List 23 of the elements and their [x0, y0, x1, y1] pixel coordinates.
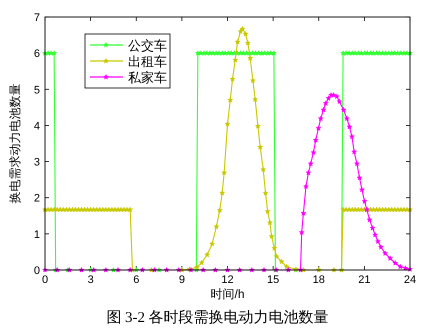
- x-tick-label: 3: [88, 274, 94, 286]
- y-tick-label: 4: [34, 120, 40, 132]
- y-axis-title: 换电需求动力电池数量: [8, 84, 22, 204]
- x-tick-label: 18: [312, 274, 325, 286]
- text: 图 3-2 各时段需换电动力电池数量: [106, 309, 329, 326]
- x-tick-label: 21: [358, 274, 370, 286]
- x-tick-label: 9: [178, 274, 185, 286]
- y-tick-label: 5: [34, 84, 40, 96]
- y-tick-label: 0: [34, 265, 40, 277]
- x-tick-label: 12: [221, 274, 234, 286]
- legend-label: 公交车: [128, 38, 167, 53]
- y-tick-label: 1: [34, 228, 40, 241]
- x-axis-title: 时间/h: [210, 287, 245, 301]
- x-tick-label: 15: [267, 274, 280, 286]
- legend-label: 私家车: [128, 70, 167, 85]
- x-tick-label: 0: [42, 274, 48, 286]
- y-tick-label: 7: [34, 12, 40, 24]
- y-tick-label: 6: [34, 48, 40, 60]
- y-tick-label: 2: [34, 192, 40, 205]
- x-tick-label: 6: [133, 274, 140, 286]
- legend-label: 出租车: [128, 54, 167, 69]
- x-tick-label: 24: [404, 274, 416, 286]
- y-tick-label: 3: [34, 156, 40, 169]
